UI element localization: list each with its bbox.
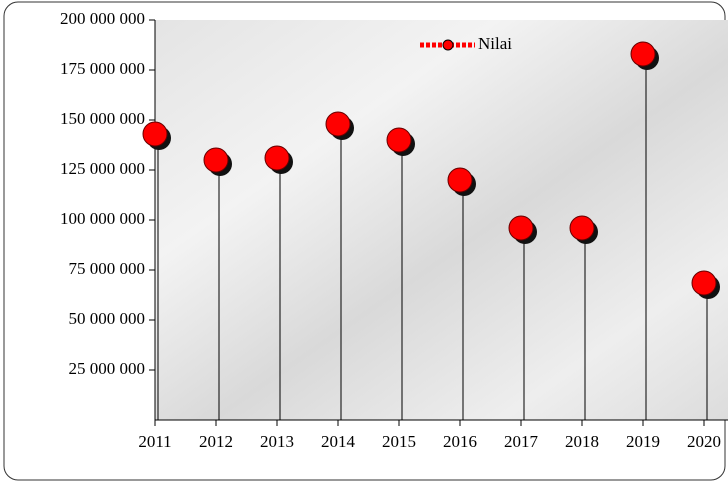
x-tick-label: 2019 [626,432,660,451]
y-tick-label: 75 000 000 [69,259,146,278]
x-tick-label: 2016 [443,432,477,451]
marker [692,271,716,295]
marker [204,148,228,172]
y-tick-label: 50 000 000 [69,309,146,328]
marker [143,122,167,146]
x-tick-label: 2011 [138,432,171,451]
x-tick-label: 2017 [504,432,539,451]
marker [265,146,289,170]
x-tick-label: 2018 [565,432,599,451]
marker [631,42,655,66]
y-tick-label: 175 000 000 [60,59,145,78]
marker [387,128,411,152]
legend-marker [443,40,453,50]
marker [448,168,472,192]
marker [326,112,350,136]
marker [509,216,533,240]
x-tick-label: 2014 [321,432,356,451]
y-tick-label: 100 000 000 [60,209,145,228]
plot-area [155,20,728,420]
y-tick-label: 125 000 000 [60,159,145,178]
x-tick-label: 2012 [199,432,233,451]
y-tick-label: 150 000 000 [60,109,145,128]
chart: 25 000 000 50 000 000 75 000 000 100 000 00… [0,0,728,483]
x-tick-label: 2015 [382,432,416,451]
x-tick-label: 2013 [260,432,294,451]
legend-label: Nilai [478,34,512,53]
x-tick-label: 2020 [687,432,721,451]
marker [570,216,594,240]
y-tick-label: 25 000 000 [69,359,146,378]
y-tick-label: 200 000 000 [60,9,145,28]
